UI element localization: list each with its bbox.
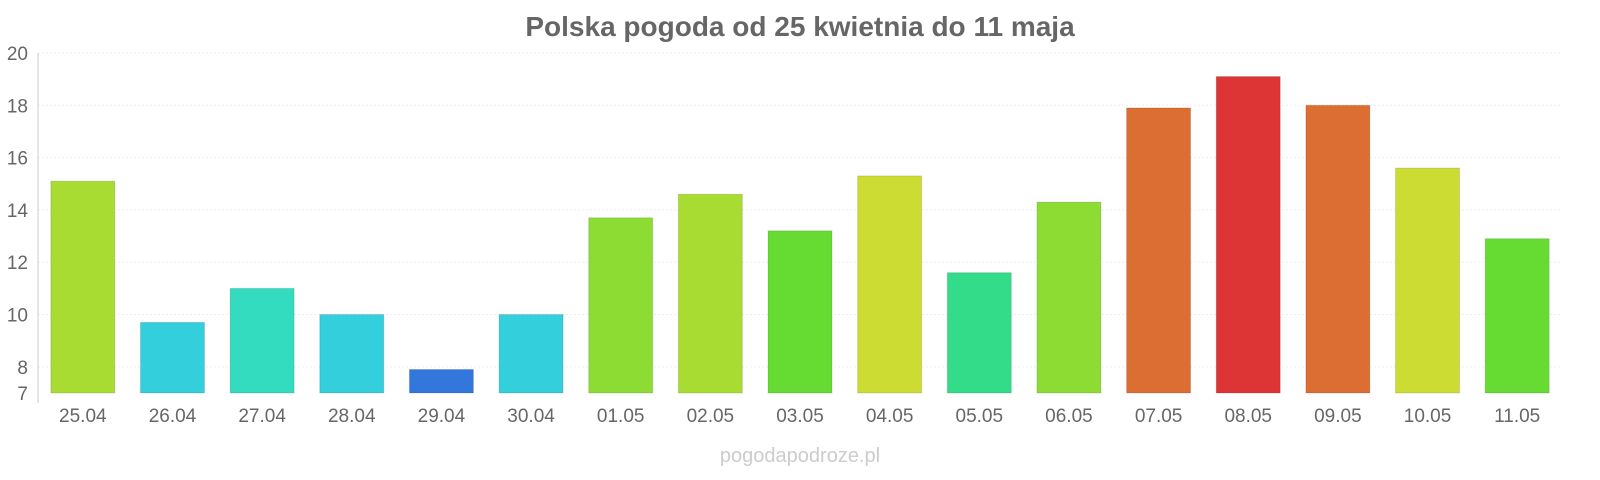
bar-05.05: [946, 272, 1012, 394]
y-tick-label: 16: [7, 149, 28, 170]
x-tick-label: 27.04: [238, 406, 286, 427]
x-tick-label: 30.04: [507, 406, 555, 427]
bar-06.05: [1036, 201, 1102, 394]
bar-25.04: [50, 180, 116, 394]
bar-08.05: [1215, 76, 1281, 394]
bar-27.04: [229, 287, 295, 394]
x-tick-label: 01.05: [597, 406, 645, 427]
x-tick-label: 09.05: [1314, 406, 1362, 427]
x-tick-label: 02.05: [687, 406, 735, 427]
bar-26.04: [139, 321, 205, 394]
x-tick-label: 10.05: [1404, 406, 1452, 427]
x-tick-label: 26.04: [149, 406, 197, 427]
x-tick-label: 11.05: [1494, 406, 1540, 427]
bar-30.04: [498, 314, 564, 394]
x-tick-label: 04.05: [866, 406, 914, 427]
y-tick-label: 7: [17, 384, 28, 405]
x-tick-label: 29.04: [418, 406, 466, 427]
x-tick-label: 08.05: [1224, 406, 1272, 427]
y-tick-label: 12: [7, 253, 28, 274]
bar-10.05: [1395, 167, 1461, 394]
y-tick-label: 18: [7, 96, 28, 117]
x-tick-label: 03.05: [776, 406, 824, 427]
source-credit: pogodapodroze.pl: [720, 445, 880, 467]
bar-28.04: [319, 314, 385, 394]
bar-11.05: [1484, 238, 1550, 394]
y-tick-label: 10: [7, 306, 28, 327]
chart-title: Polska pogoda od 25 kwietnia do 11 maja: [525, 11, 1075, 42]
x-tick-label: 06.05: [1045, 406, 1093, 427]
y-tick-label: 14: [7, 201, 29, 222]
bar-29.04: [408, 368, 474, 394]
bar-03.05: [767, 230, 833, 394]
bar-09.05: [1305, 104, 1371, 394]
y-tick-label: 8: [17, 358, 28, 379]
x-tick-label: 28.04: [328, 406, 376, 427]
bar-01.05: [588, 217, 654, 394]
bar-02.05: [677, 193, 743, 394]
bar-04.05: [857, 175, 923, 394]
x-tick-label: 25.04: [59, 406, 107, 427]
y-tick-label: 20: [7, 44, 28, 65]
x-tick-label: 05.05: [956, 406, 1004, 427]
bar-07.05: [1126, 107, 1192, 394]
x-tick-label: 07.05: [1135, 406, 1183, 427]
